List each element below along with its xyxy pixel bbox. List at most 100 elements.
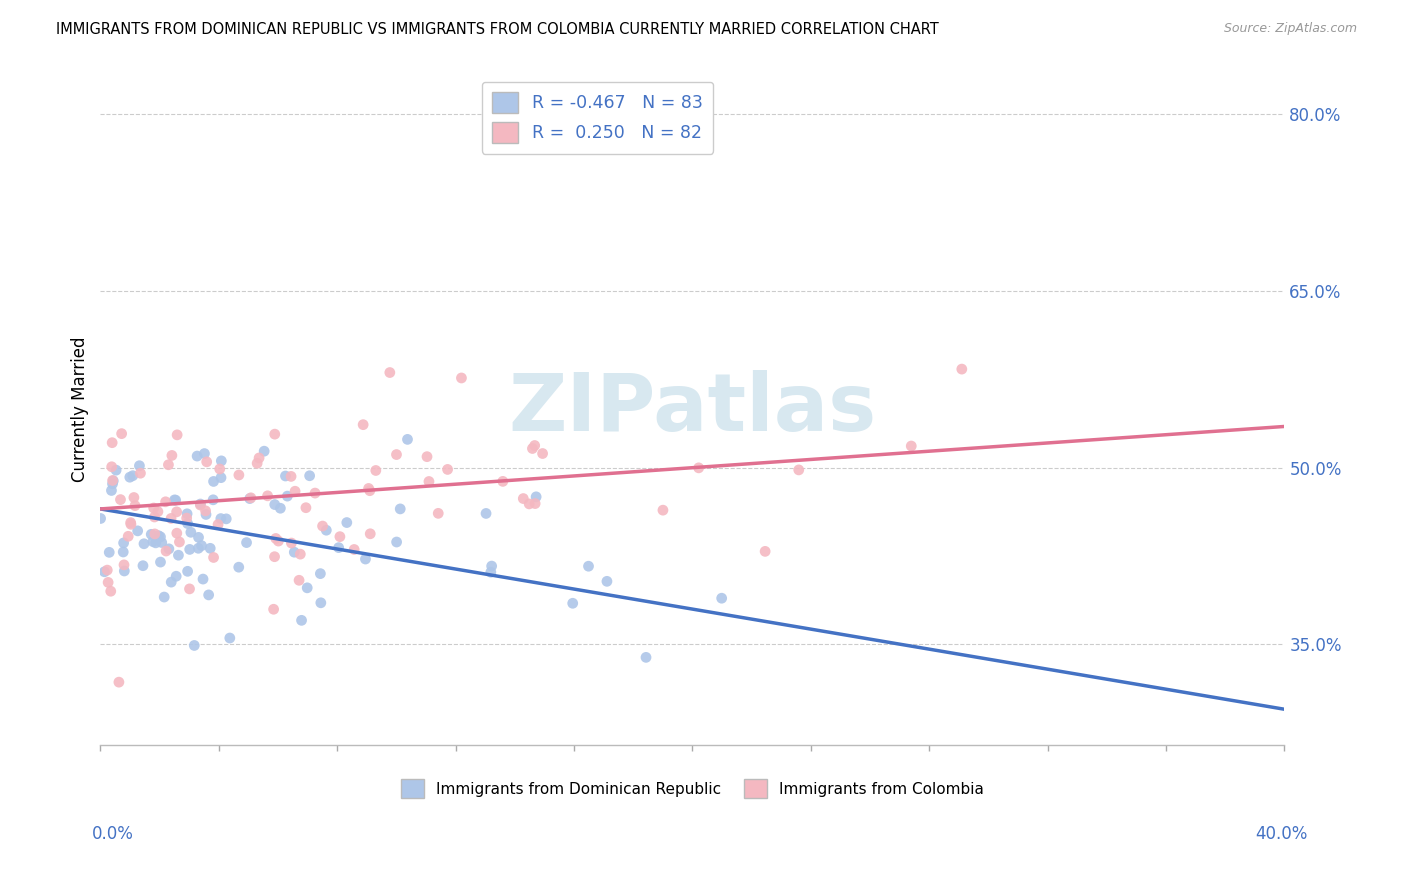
- Point: [481, 559, 503, 574]
- Point: [195, 455, 218, 469]
- Point: [187, 541, 209, 556]
- Point: [108, 675, 131, 690]
- Point: [155, 495, 177, 509]
- Point: [112, 536, 135, 550]
- Point: [524, 497, 547, 511]
- Point: [263, 498, 285, 512]
- Point: [100, 483, 122, 498]
- Point: [202, 475, 225, 489]
- Text: 0.0%: 0.0%: [91, 825, 134, 843]
- Point: [97, 575, 120, 590]
- Point: [132, 558, 155, 573]
- Point: [263, 602, 285, 616]
- Point: [264, 532, 287, 546]
- Point: [150, 535, 173, 549]
- Point: [531, 446, 554, 460]
- Point: [364, 463, 387, 477]
- Point: [111, 426, 134, 441]
- Point: [385, 448, 408, 462]
- Point: [479, 565, 502, 579]
- Point: [183, 639, 205, 653]
- Text: 40.0%: 40.0%: [1256, 825, 1308, 843]
- Point: [141, 527, 163, 541]
- Point: [524, 490, 547, 504]
- Point: [122, 491, 145, 505]
- Point: [101, 435, 124, 450]
- Point: [298, 468, 321, 483]
- Point: [103, 474, 125, 488]
- Point: [146, 505, 169, 519]
- Point: [652, 503, 675, 517]
- Point: [187, 530, 209, 544]
- Point: [193, 446, 215, 460]
- Legend: Immigrants from Dominican Republic, Immigrants from Colombia: Immigrants from Dominican Republic, Immi…: [395, 773, 990, 804]
- Y-axis label: Currently Married: Currently Married: [72, 336, 89, 482]
- Point: [280, 536, 302, 550]
- Point: [247, 450, 270, 465]
- Point: [176, 516, 198, 531]
- Point: [235, 535, 257, 549]
- Point: [176, 507, 198, 521]
- Point: [378, 366, 401, 380]
- Point: [98, 545, 121, 559]
- Point: [120, 517, 142, 532]
- Point: [101, 474, 124, 488]
- Point: [311, 519, 333, 533]
- Point: [354, 552, 377, 566]
- Text: ZIPatlas: ZIPatlas: [508, 370, 876, 448]
- Point: [256, 489, 278, 503]
- Point: [269, 501, 291, 516]
- Text: IMMIGRANTS FROM DOMINICAN REPUBLIC VS IMMIGRANTS FROM COLOMBIA CURRENTLY MARRIED: IMMIGRANTS FROM DOMINICAN REPUBLIC VS IM…: [56, 22, 939, 37]
- Point: [228, 467, 250, 482]
- Point: [359, 526, 381, 541]
- Point: [475, 507, 498, 521]
- Point: [315, 523, 337, 537]
- Point: [263, 427, 285, 442]
- Point: [209, 454, 232, 468]
- Point: [239, 491, 262, 505]
- Point: [274, 469, 297, 483]
- Point: [328, 541, 350, 555]
- Point: [209, 470, 232, 484]
- Point: [343, 542, 366, 557]
- Point: [208, 462, 231, 476]
- Point: [418, 475, 440, 489]
- Point: [309, 596, 332, 610]
- Point: [165, 569, 187, 583]
- Point: [96, 563, 118, 577]
- Point: [336, 516, 359, 530]
- Point: [121, 468, 143, 483]
- Point: [427, 506, 450, 520]
- Point: [202, 550, 225, 565]
- Point: [512, 491, 534, 506]
- Point: [149, 555, 172, 569]
- Point: [160, 511, 183, 525]
- Point: [180, 525, 202, 540]
- Point: [276, 489, 298, 503]
- Point: [352, 417, 374, 432]
- Point: [215, 512, 238, 526]
- Point: [160, 575, 183, 590]
- Point: [190, 497, 212, 511]
- Point: [436, 462, 458, 476]
- Point: [176, 511, 198, 525]
- Point: [124, 499, 146, 513]
- Point: [754, 544, 776, 558]
- Point: [149, 530, 172, 544]
- Point: [202, 492, 225, 507]
- Point: [396, 433, 419, 447]
- Point: [304, 486, 326, 500]
- Point: [246, 456, 269, 470]
- Point: [280, 469, 302, 483]
- Point: [190, 539, 212, 553]
- Point: [100, 459, 122, 474]
- Point: [297, 581, 319, 595]
- Point: [128, 458, 150, 473]
- Point: [688, 460, 710, 475]
- Point: [267, 534, 290, 549]
- Point: [578, 559, 600, 574]
- Point: [110, 492, 132, 507]
- Point: [517, 497, 540, 511]
- Point: [197, 588, 219, 602]
- Point: [160, 449, 183, 463]
